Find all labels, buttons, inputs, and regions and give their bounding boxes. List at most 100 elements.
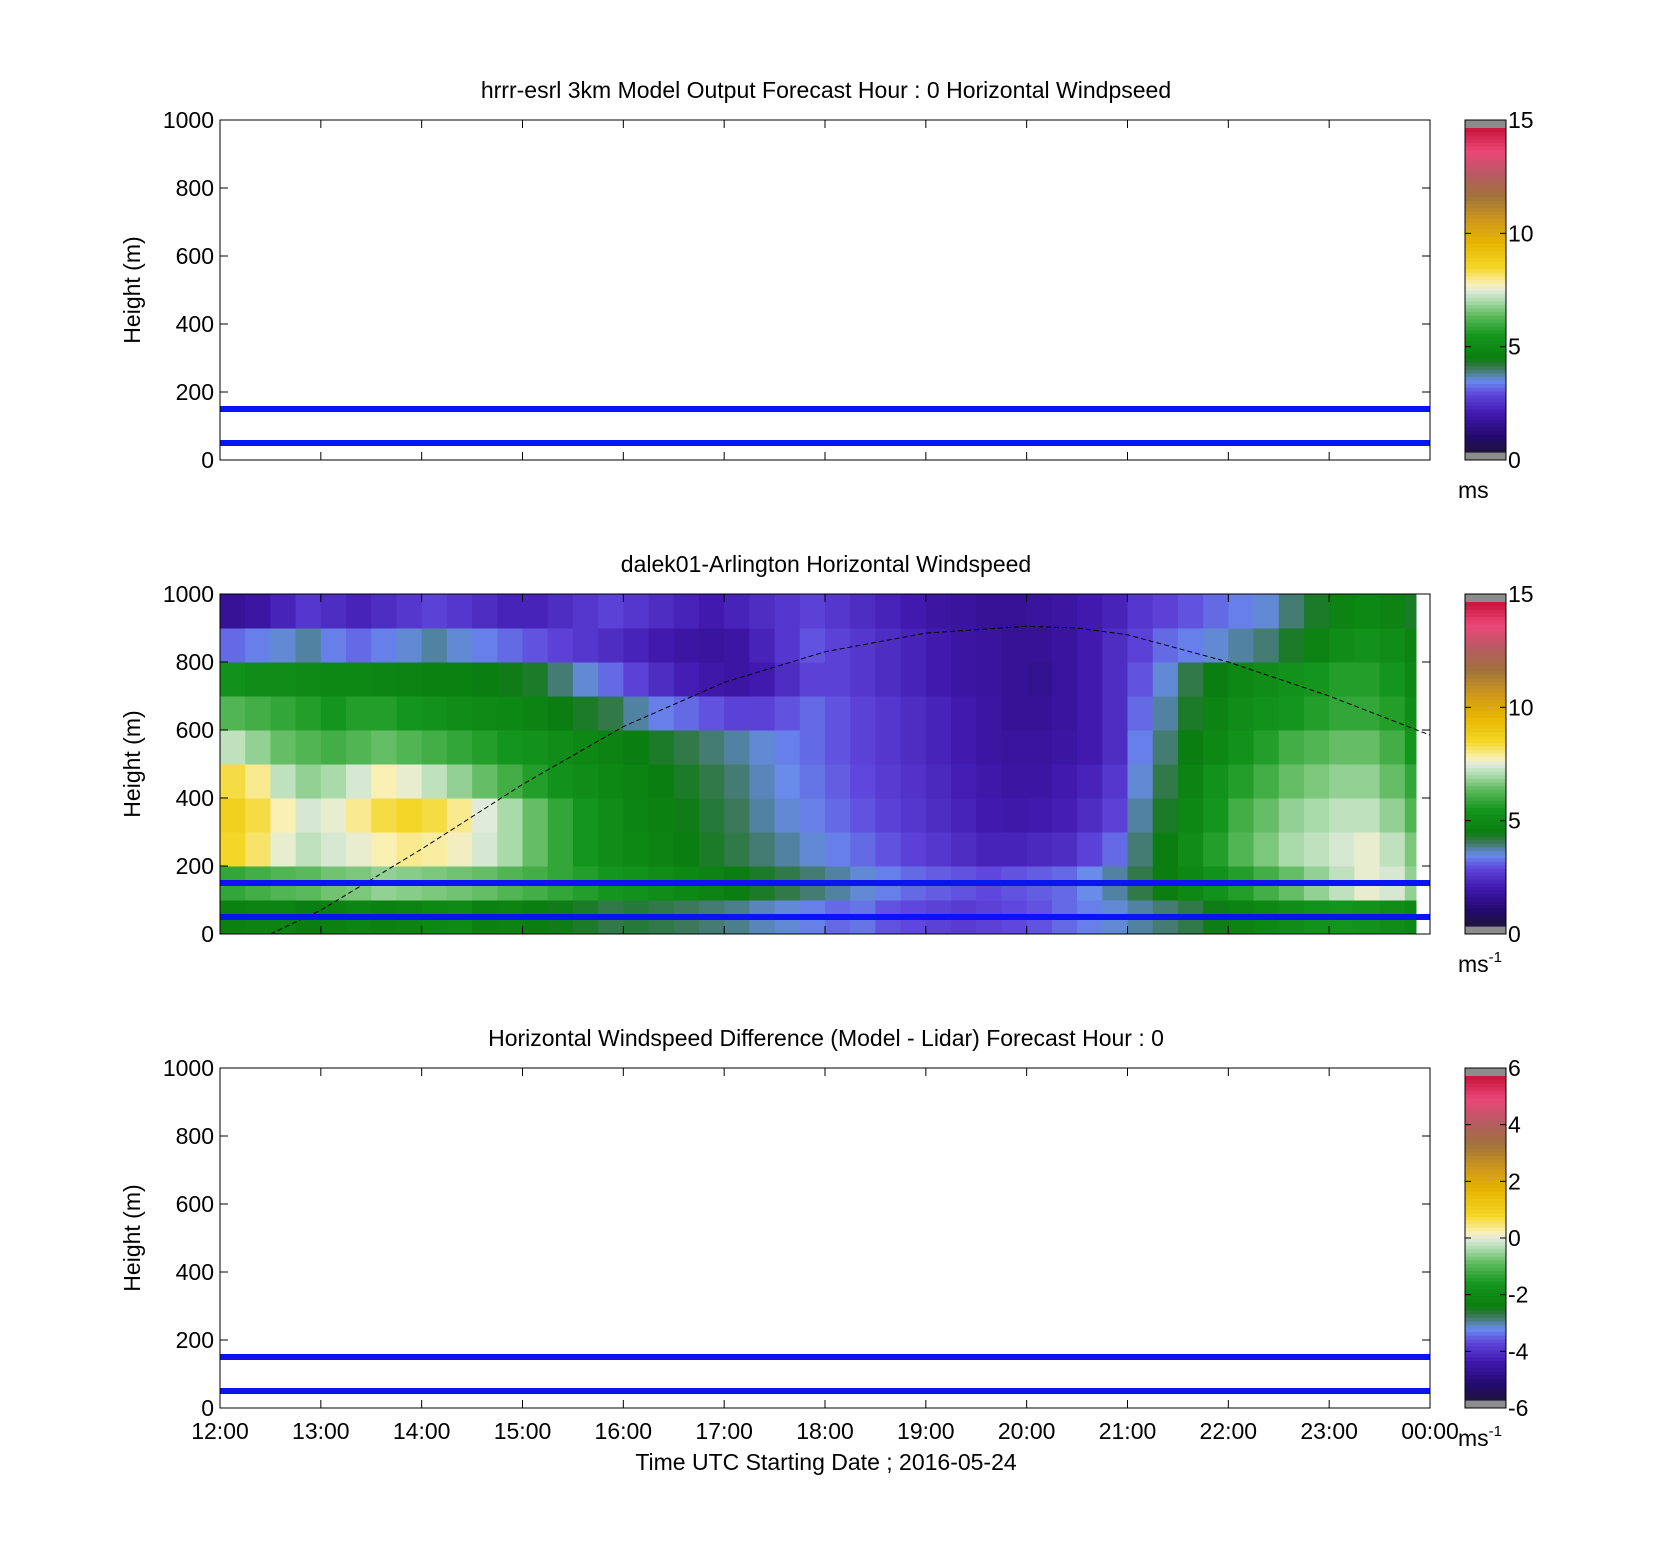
x-tick-label: 13:00 (292, 1418, 350, 1444)
colorbar-segment (1465, 616, 1506, 621)
colorbar-segment (1465, 735, 1506, 740)
colorbar-segment (1465, 146, 1506, 151)
heatmap-cell (1152, 594, 1179, 629)
heatmap-cell (1253, 764, 1280, 799)
colorbar-segment (1465, 706, 1506, 711)
heatmap-cell (396, 764, 423, 799)
colorbar-segment (1465, 1245, 1506, 1250)
y-tick-label: 600 (176, 717, 214, 743)
x-tick-label: 00:00 (1401, 1418, 1459, 1444)
heatmap-cell (875, 594, 902, 629)
heatmap-cell (295, 730, 322, 765)
colorbar-segment (1465, 623, 1506, 628)
colorbar-segment (1465, 1155, 1506, 1160)
heatmap-cell (925, 730, 952, 765)
colorbar-over-cap (1465, 594, 1506, 602)
heatmap-cell (572, 798, 599, 833)
heatmap-cell (1303, 832, 1330, 867)
heatmap-cell (976, 798, 1002, 833)
heatmap-cell (825, 764, 851, 799)
heatmap-cell (1379, 764, 1406, 799)
colorbar-segment (1465, 1328, 1506, 1333)
panel-3: 12:00 13:00 14:00 15:00 16:00 17:00 18:00 19:00… (119, 1025, 1529, 1451)
heatmap-cell (623, 730, 650, 765)
colorbar-segment (1465, 1086, 1506, 1091)
colorbar-segment (1465, 1306, 1506, 1311)
colorbar-segment (1465, 1274, 1506, 1279)
colorbar-segment (1465, 1374, 1506, 1379)
heatmap-cell (598, 662, 624, 697)
heatmap-cell (572, 696, 599, 731)
heatmap-cell (1127, 798, 1154, 833)
colorbar-segment (1465, 1378, 1506, 1383)
colorbar-segment (1465, 369, 1506, 374)
heatmap-cell (547, 696, 574, 731)
colorbar-segment (1465, 160, 1506, 165)
colorbar-segment (1465, 347, 1506, 352)
colorbar-segment (1465, 1169, 1506, 1174)
heatmap-cell (623, 764, 650, 799)
heatmap-cell (371, 628, 397, 663)
heatmap-cell (698, 628, 725, 663)
colorbar-tick-label: 0 (1508, 1225, 1521, 1251)
colorbar-segment (1465, 659, 1506, 664)
colorbar-segment (1465, 767, 1506, 772)
colorbar-segment (1465, 1076, 1506, 1081)
heatmap-cell (371, 594, 397, 629)
heatmap-cell (295, 696, 322, 731)
heatmap-cell (1127, 628, 1154, 663)
colorbar-segment (1465, 297, 1506, 302)
heatmap-cell (875, 730, 902, 765)
heatmap-cell (421, 696, 448, 731)
colorbar-segment (1465, 1227, 1506, 1232)
heatmap-cell (1203, 832, 1229, 867)
colorbar-segment (1465, 839, 1506, 844)
heatmap-cell (925, 628, 952, 663)
colorbar-segment (1465, 390, 1506, 395)
colorbar-segment (1465, 1392, 1506, 1397)
heatmap-cell (900, 730, 927, 765)
colorbar-segment (1465, 326, 1506, 331)
colorbar-segment (1465, 641, 1506, 646)
colorbar-segment (1465, 1162, 1506, 1167)
colorbar-segment (1465, 282, 1506, 287)
colorbar-segment (1465, 1108, 1506, 1113)
colorbar-segment (1465, 738, 1506, 743)
colorbar-segment (1465, 221, 1506, 226)
heatmap-cell (598, 798, 624, 833)
heatmap-cell (925, 662, 952, 697)
colorbar-frame (1464, 119, 1507, 461)
colorbar-segment (1465, 153, 1506, 158)
heatmap-cell (446, 662, 473, 697)
heatmap-cell (522, 696, 549, 731)
colorbar-segment (1465, 376, 1506, 381)
heatmap-cell (1203, 594, 1229, 629)
heatmap-cell (421, 594, 448, 629)
colorbar-segment (1465, 387, 1506, 392)
colorbar-segment (1465, 257, 1506, 262)
heatmap-cell (1278, 696, 1305, 731)
x-tick-label: 12:00 (191, 1418, 249, 1444)
colorbar-tick-label: 10 (1508, 220, 1534, 246)
heatmap-cell (774, 628, 801, 663)
colorbar-segment (1465, 1209, 1506, 1214)
heatmap-cell (1177, 662, 1204, 697)
colorbar-segment (1465, 1173, 1506, 1178)
colorbar-segment (1465, 782, 1506, 787)
heatmap-cell (749, 764, 776, 799)
heatmap-cell (1329, 730, 1355, 765)
heatmap-cell (648, 798, 675, 833)
colorbar-segment (1465, 1158, 1506, 1163)
heatmap-cell (850, 696, 876, 731)
colorbar-segment (1465, 308, 1506, 313)
colorbar-segment (1465, 1187, 1506, 1192)
heatmap-cell (421, 662, 448, 697)
heatmap-cell (598, 594, 624, 629)
heatmap-cell (1379, 832, 1406, 867)
heatmap-cell (1077, 730, 1103, 765)
heatmap-cell (774, 662, 801, 697)
heatmap-cell (1177, 764, 1204, 799)
heatmap-cell (522, 628, 549, 663)
heatmap-cell (1077, 696, 1103, 731)
heatmap-cell (799, 628, 826, 663)
